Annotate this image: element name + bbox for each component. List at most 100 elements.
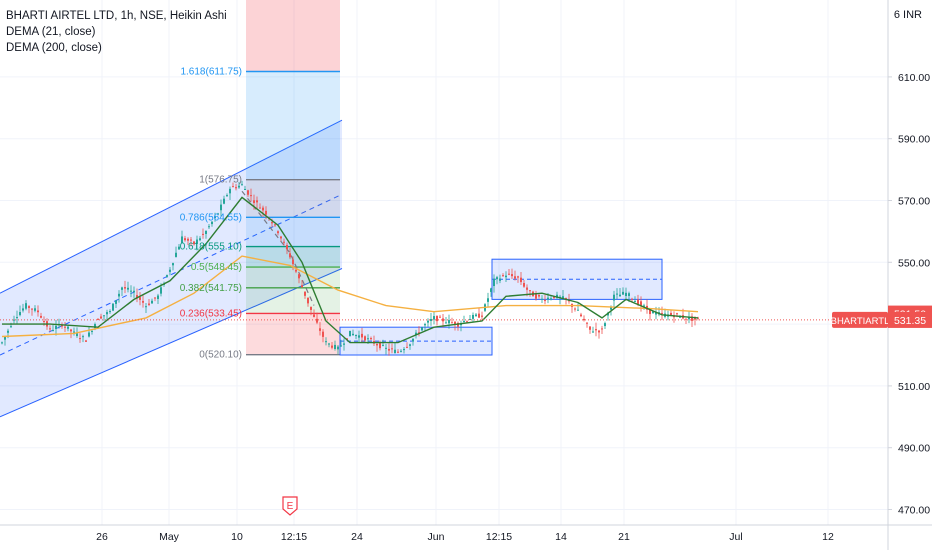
candle-body [283,241,285,243]
candle-body [391,348,393,350]
candle-body [82,336,84,338]
candle-body [592,331,594,333]
x-tick-label: Jun [428,531,445,543]
x-tick-label: 26 [96,531,108,543]
candle-body [313,314,315,317]
candle-body [475,314,477,316]
currency-unit[interactable]: 6 INR [893,9,922,21]
channel-upper [0,119,343,294]
candle-body [118,293,120,297]
candle-body [235,187,237,189]
candle-body [520,277,522,283]
candle-body [403,348,405,351]
candle-body [634,300,636,302]
candle-body [1,342,3,344]
candle-body [292,259,294,265]
candle-body [625,292,627,297]
candle-body [565,297,567,299]
candle-body [454,321,456,326]
candle-body [325,341,327,343]
candle-body [19,312,21,316]
candle-body [124,287,126,289]
x-tick-label: 12 [822,531,834,543]
candle-body [580,314,582,317]
candle-body [232,186,234,188]
candle-body [487,298,489,302]
candle-body [466,321,468,323]
candle-body [652,311,654,314]
candle-body [541,298,543,300]
earnings-marker-label: E [287,501,294,512]
fib-zone-382 [246,287,340,314]
candle-body [271,222,273,224]
candle-body [67,326,69,329]
candle-body [358,335,360,338]
candle-body [448,320,450,324]
candle-body [382,344,384,346]
candle-body [13,319,15,321]
candlestick-series [1,180,699,356]
dema-200-line [1,255,699,338]
candle-body [577,309,579,311]
candle-body [28,306,30,308]
candle-body [370,338,372,340]
legend-dema-200[interactable]: DEMA (200, close) [6,42,102,54]
candle-body [25,303,27,309]
dema-21-line [2,196,699,344]
candle-body [166,275,168,277]
candle-body [115,300,117,304]
candle-body [508,273,510,275]
chart-legend[interactable]: BHARTI AIRTEL LTD, 1h, NSE, Heikin Ashi … [6,8,227,56]
candle-body [436,315,438,322]
candle-body [502,275,504,277]
fib-label: 1(576.75) [199,175,242,186]
candle-body [175,252,177,257]
fib-zone-786 [246,217,340,247]
candle-body [139,297,141,300]
candle-body [688,316,690,320]
candle-body [631,298,633,300]
candle-body [445,322,447,324]
candle-body [337,346,339,350]
candle-body [583,318,585,321]
candle-body [511,274,513,277]
candle-body [256,200,258,203]
candle-body [601,328,603,330]
candle-body [367,338,369,340]
y-tick-label: 490.00 [898,443,930,455]
earnings-marker[interactable]: E [282,496,298,516]
candle-body [469,319,471,321]
candle-body [7,330,9,333]
candle-body [295,269,297,272]
candle-body [277,231,279,234]
candle-body [16,317,18,319]
candle-body [355,335,357,337]
candle-body [499,278,501,281]
candle-body [361,333,363,338]
x-tick-label: 12:15 [281,531,307,543]
candle-body [691,316,693,321]
legend-dema-21[interactable]: DEMA (21, close) [6,26,96,38]
candle-body [79,338,81,340]
candle-body [472,314,474,319]
candle-body [478,313,480,318]
x-tick-label: 24 [351,531,363,543]
candle-body [490,288,492,292]
candle-body [301,285,303,288]
candle-body [205,230,207,234]
x-tick-label: 21 [618,531,630,543]
fib-label: 0.786(564.55) [180,212,242,223]
candle-body [661,312,663,314]
candle-body [562,296,564,299]
candle-body [433,316,435,320]
legend-symbol[interactable]: BHARTI AIRTEL LTD, 1h, NSE, Heikin Ashi [6,10,227,22]
candle-body [208,226,210,228]
candle-body [121,287,123,290]
candle-body [142,300,144,303]
candle-body [226,195,228,197]
candle-body [616,293,618,295]
candle-body [493,278,495,287]
candle-body [586,322,588,324]
candle-body [415,332,417,336]
